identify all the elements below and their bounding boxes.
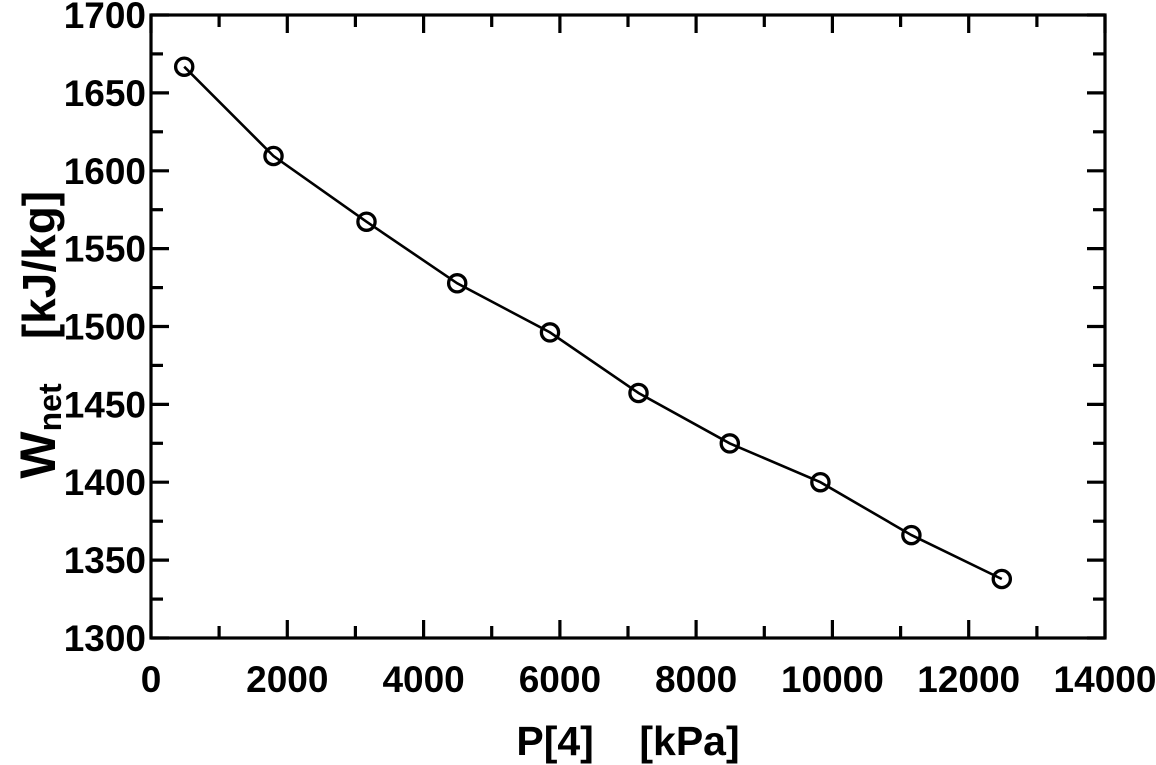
svg-text:1650: 1650 [64, 73, 146, 114]
svg-text:1500: 1500 [64, 307, 146, 348]
svg-text:P[4] [kPa]: P[4] [kPa] [516, 718, 739, 764]
svg-text:1400: 1400 [64, 462, 146, 503]
svg-text:[kJ/kg]: [kJ/kg] [13, 191, 65, 339]
svg-text:4000: 4000 [382, 659, 464, 700]
svg-text:12000: 12000 [917, 659, 1020, 700]
svg-text:1450: 1450 [64, 384, 146, 425]
svg-text:1350: 1350 [64, 540, 146, 581]
svg-text:14000: 14000 [1054, 659, 1156, 700]
svg-text:6000: 6000 [519, 659, 601, 700]
svg-text:0: 0 [141, 659, 162, 700]
svg-text:2000: 2000 [246, 659, 328, 700]
svg-text:1700: 1700 [64, 0, 146, 36]
svg-text:1550: 1550 [64, 229, 146, 270]
svg-text:1300: 1300 [64, 618, 146, 659]
svg-text:1600: 1600 [64, 151, 146, 192]
svg-text:8000: 8000 [655, 659, 737, 700]
svg-text:10000: 10000 [781, 659, 884, 700]
